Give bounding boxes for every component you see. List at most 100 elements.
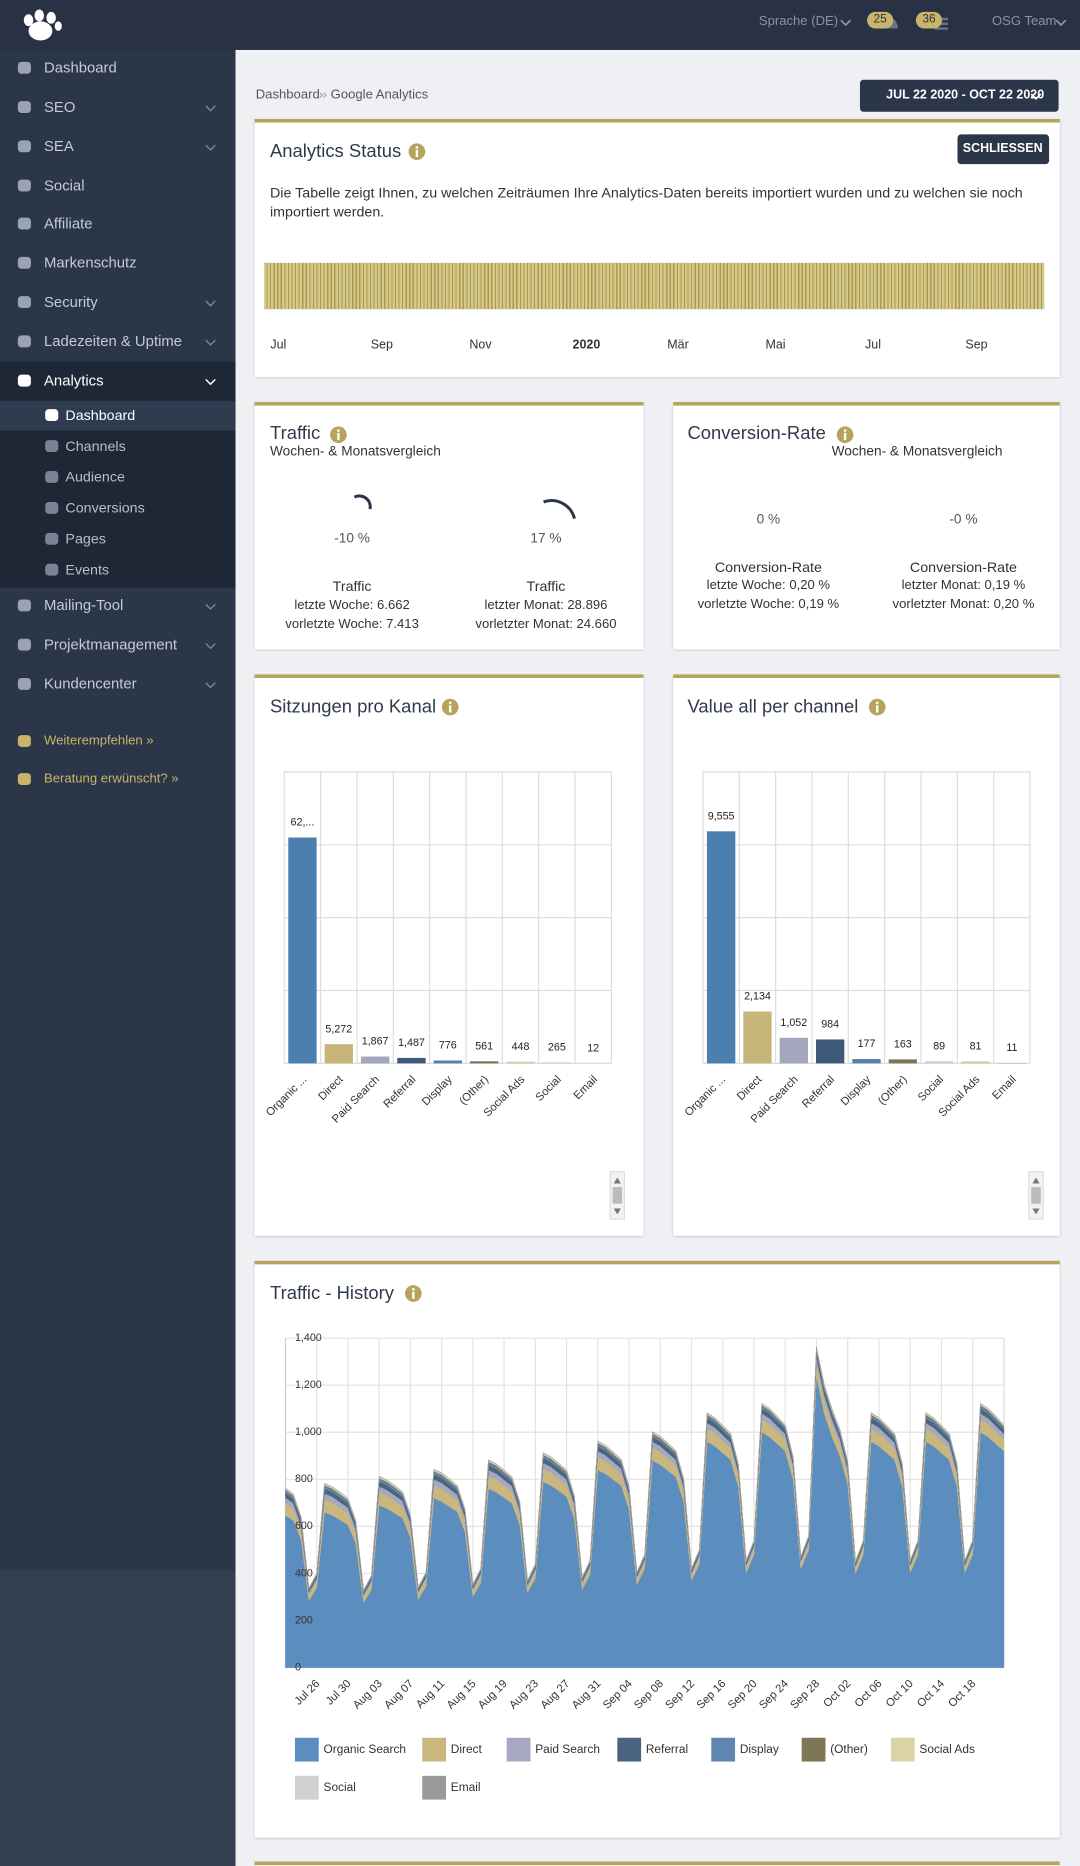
chevron-line xyxy=(205,682,216,689)
x-tick-label: Email xyxy=(572,1074,600,1102)
value-label: 1,867 xyxy=(362,1036,389,1048)
info-icon[interactable] xyxy=(329,426,347,444)
nav-icon xyxy=(17,677,31,690)
scroll-up xyxy=(1032,1177,1040,1184)
nav-subitem[interactable]: Dashboard xyxy=(65,406,136,424)
date-button[interactable] xyxy=(859,79,1059,112)
panel-title: Traffic - History xyxy=(270,1283,394,1304)
topbar xyxy=(0,0,1080,50)
panel-title: Sitzungen pro Kanal xyxy=(270,697,437,718)
legend-swatch xyxy=(506,1737,531,1762)
chevron-line xyxy=(205,603,216,610)
sessions-panel xyxy=(254,674,644,1236)
bar xyxy=(779,1037,808,1064)
legend-label: Organic Search xyxy=(324,1742,407,1756)
chevron-line xyxy=(205,378,216,386)
nav-item[interactable]: Affiliate xyxy=(44,215,93,232)
legend-label: Referral xyxy=(646,1742,688,1756)
gauge xyxy=(353,494,372,510)
nav-subitem[interactable]: Pages xyxy=(65,530,106,548)
info-bar xyxy=(415,149,419,158)
badge[interactable]: 36 xyxy=(915,11,943,29)
x-tick-label: Display xyxy=(420,1073,455,1108)
info-icon[interactable] xyxy=(868,698,886,716)
nav-icon xyxy=(17,735,31,747)
info-icon[interactable] xyxy=(836,426,854,444)
nav-item[interactable]: Analytics xyxy=(44,372,104,389)
active-item xyxy=(0,400,236,431)
status-panel xyxy=(254,118,1060,378)
x-tick-label: Sep 20 xyxy=(726,1678,760,1712)
value-label: 81 xyxy=(970,1040,982,1052)
logo[interactable] xyxy=(19,8,67,44)
nav-subitem[interactable]: Channels xyxy=(65,437,126,455)
x-tick-label: Jul 26 xyxy=(293,1678,323,1708)
nav-item[interactable]: Ladezeiten & Uptime xyxy=(44,333,183,350)
nav-item[interactable]: Security xyxy=(44,293,98,311)
area xyxy=(285,1346,1005,1591)
next-panel-border xyxy=(254,1861,1060,1866)
nav-item[interactable]: Projektmanagement xyxy=(44,636,178,653)
y-tick-label: 600 xyxy=(295,1520,313,1532)
nav-link[interactable]: Beratung erwünscht? » xyxy=(44,771,179,787)
chevron-line xyxy=(205,105,216,112)
nav-subitem[interactable]: Events xyxy=(65,561,110,579)
chevron xyxy=(205,682,216,689)
info-icon[interactable] xyxy=(404,1285,422,1303)
area xyxy=(285,1375,1005,1668)
info-icon[interactable] xyxy=(441,698,459,716)
legend-swatch xyxy=(422,1775,447,1800)
nav-subitem[interactable]: Audience xyxy=(65,468,125,486)
bar xyxy=(888,1059,918,1064)
timeline-label: 2020 xyxy=(572,337,601,353)
x-tick-label: Aug 19 xyxy=(476,1678,510,1712)
x-tick-label: Oct 02 xyxy=(821,1678,853,1710)
value-label: 9,555 xyxy=(708,810,735,822)
nav-icon xyxy=(17,101,31,113)
language[interactable]: Sprache (DE) xyxy=(758,14,839,29)
x-tick-label: Organic ... xyxy=(683,1074,728,1119)
nav-item[interactable]: Kundencenter xyxy=(44,675,137,693)
value-label: 1,052 xyxy=(780,1017,807,1029)
nav-icon xyxy=(17,773,31,786)
timeline-label: Nov xyxy=(469,337,492,353)
x-tick-label: (Other) xyxy=(457,1073,491,1107)
chevron-line xyxy=(205,144,216,151)
info-bar xyxy=(412,1291,415,1299)
value-label: 5,272 xyxy=(325,1023,352,1035)
legend-swatch xyxy=(711,1737,736,1762)
nav-item[interactable]: Markenschutz xyxy=(44,254,137,272)
nav-item[interactable]: Dashboard xyxy=(44,59,117,77)
user-menu[interactable]: OSG Team xyxy=(991,14,1057,29)
close-button-label[interactable]: SCHLIESSEN xyxy=(962,141,1043,156)
panel-title: Analytics Status xyxy=(270,141,402,162)
close-button[interactable] xyxy=(957,134,1050,165)
breadcrumb-item[interactable]: Dashboard xyxy=(255,88,320,103)
chevron xyxy=(205,378,216,386)
nav-item[interactable]: Mailing-Tool xyxy=(44,597,124,614)
x-tick-label: Oct 14 xyxy=(915,1678,947,1710)
value-label: 89 xyxy=(933,1040,945,1052)
bar xyxy=(706,831,736,1064)
value-label: 62,... xyxy=(291,817,315,829)
nav-icon xyxy=(17,638,31,651)
badge[interactable]: 25 xyxy=(867,11,894,29)
nav-subitem[interactable]: Conversions xyxy=(65,499,145,517)
gauge-label: Conversion-Rate xyxy=(909,559,1017,576)
info-dot xyxy=(337,429,340,432)
timeline-label: Sep xyxy=(370,337,393,353)
x-tick-label: Social xyxy=(534,1074,564,1104)
info-dot xyxy=(412,1288,415,1291)
conversion-panel xyxy=(673,402,1060,650)
scroll-down xyxy=(1032,1208,1040,1215)
nav-item[interactable]: SEA xyxy=(44,137,74,155)
import-timeline xyxy=(264,262,1045,310)
nav-icon xyxy=(45,440,59,452)
timeline-label: Mär xyxy=(667,337,689,353)
nav-link[interactable]: Weiterempfehlen » xyxy=(44,733,154,749)
info-icon[interactable] xyxy=(408,143,426,161)
icon-shape xyxy=(45,501,59,514)
nav-item[interactable]: Social xyxy=(44,177,85,194)
nav-item[interactable]: SEO xyxy=(44,98,76,116)
